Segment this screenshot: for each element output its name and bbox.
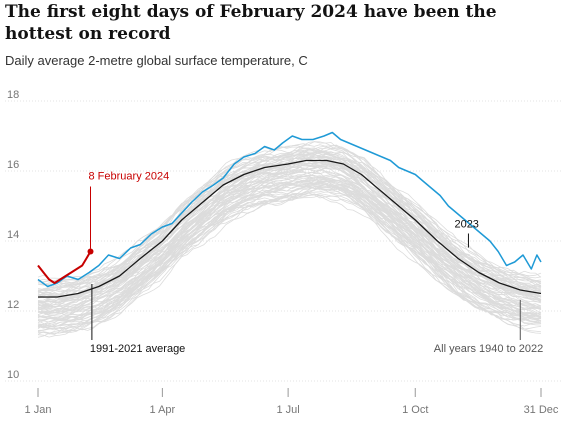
y-axis-labels: 10 12 14 16 18	[7, 89, 19, 381]
background-year-line	[37, 177, 542, 313]
y-tick-label-18: 18	[7, 89, 19, 101]
y-tick-label-10: 10	[7, 369, 19, 381]
background-year-line	[37, 143, 542, 286]
annotations: 8 February 2024 2023 1991-2021 average A…	[89, 171, 544, 356]
x-axis: 1 Jan 1 Apr 1 Jul 1 Oct 31 Dec	[25, 388, 559, 416]
background-year-line	[37, 146, 542, 284]
average-line	[38, 159, 542, 298]
background-years-lines	[37, 141, 542, 338]
x-tick-label: 1 Jul	[276, 404, 299, 416]
background-year-line	[37, 194, 542, 332]
highlight-lines	[37, 131, 542, 298]
background-year-line	[37, 141, 542, 294]
background-year-line	[37, 167, 542, 317]
chart-title: The first eight days of February 2024 ha…	[5, 2, 497, 44]
average-label: 1991-2021 average	[90, 343, 185, 355]
feb2024-label: 8 February 2024	[89, 171, 170, 183]
year-2024-endpoint	[87, 248, 94, 255]
y2023-label: 2023	[454, 219, 478, 231]
background-year-line	[37, 151, 542, 287]
year-2023-line	[37, 131, 542, 288]
chart-subtitle: Daily average 2-metre global surface tem…	[5, 53, 308, 68]
x-tick-label: 1 Oct	[402, 404, 428, 416]
background-year-line	[37, 149, 542, 290]
background-year-line	[38, 181, 542, 321]
background-year-line	[37, 178, 542, 315]
background-year-line	[37, 153, 542, 306]
y-tick-label-14: 14	[7, 229, 19, 241]
x-tick-label: 1 Apr	[150, 404, 176, 416]
y-tick-label-12: 12	[7, 299, 19, 311]
background-year-line	[37, 176, 542, 321]
x-tick-label: 31 Dec	[524, 404, 559, 416]
allyears-label: All years 1940 to 2022	[434, 343, 543, 355]
y-tick-label-16: 16	[7, 159, 19, 171]
x-tick-label: 1 Jan	[25, 404, 52, 416]
year-2024-line	[37, 250, 92, 284]
